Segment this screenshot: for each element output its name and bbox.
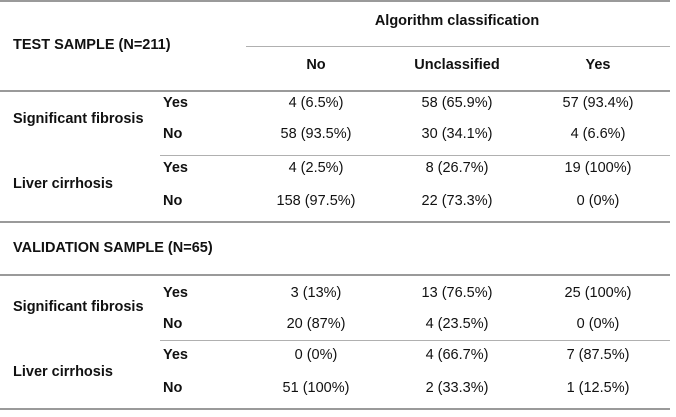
- algorithm-classification-header: Algorithm classification: [374, 13, 540, 29]
- test-fibrosis-yes-label: Yes: [163, 95, 188, 111]
- validation-fibrosis-yes-no: 3 (13%): [290, 285, 342, 301]
- validation-cirrhosis-no-yes: 1 (12.5%): [566, 380, 630, 396]
- validation-cirrhosis-yes-unclassified: 4 (66.7%): [425, 347, 489, 363]
- test-fibrosis-yes-no: 4 (6.5%): [288, 95, 344, 111]
- test-cirrhosis-no-label: No: [163, 193, 183, 209]
- test-cirrhosis-no-yes: 0 (0%): [576, 193, 620, 209]
- validation-fibrosis-no-no: 20 (87%): [286, 316, 346, 332]
- test-cirrhosis-yes-label: Yes: [163, 160, 188, 176]
- test-fibrosis-no-yes: 4 (6.6%): [570, 126, 626, 142]
- validation-fibrosis-yes-unclassified: 13 (76.5%): [421, 285, 493, 301]
- validation-cirrhosis-yes-yes: 7 (87.5%): [566, 347, 630, 363]
- validation-cirrhosis-no-label: No: [163, 380, 183, 396]
- test-fibrosis-rule: [160, 155, 670, 156]
- validation-cirrhosis-no-no: 51 (100%): [282, 380, 350, 396]
- test-cirrhosis-no-unclassified: 22 (73.3%): [421, 193, 493, 209]
- test-cirrhosis-yes-no: 4 (2.5%): [288, 160, 344, 176]
- validation-cirrhosis-label: Liver cirrhosis: [13, 364, 113, 380]
- validation-fibrosis-yes-yes: 25 (100%): [564, 285, 632, 301]
- test-fibrosis-label: Significant fibrosis: [13, 111, 144, 127]
- validation-fibrosis-no-unclassified: 4 (23.5%): [425, 316, 489, 332]
- header-bottom-rule: [0, 90, 670, 92]
- test-fibrosis-yes-yes: 57 (93.4%): [562, 95, 634, 111]
- table-top-rule: [0, 0, 670, 2]
- test-cirrhosis-yes-yes: 19 (100%): [564, 160, 632, 176]
- test-fibrosis-yes-unclassified: 58 (65.9%): [421, 95, 493, 111]
- table-bottom-rule: [0, 408, 670, 410]
- validation-fibrosis-label: Significant fibrosis: [13, 299, 144, 315]
- test-fibrosis-no-label: No: [163, 126, 183, 142]
- validation-cirrhosis-no-unclassified: 2 (33.3%): [425, 380, 489, 396]
- validation-sample-title: VALIDATION SAMPLE (N=65): [13, 240, 213, 256]
- test-fibrosis-no-no: 58 (93.5%): [280, 126, 352, 142]
- column-header-unclassified: Unclassified: [414, 57, 500, 73]
- validation-fibrosis-no-label: No: [163, 316, 183, 332]
- test-section-bottom-rule: [0, 221, 670, 223]
- test-cirrhosis-no-no: 158 (97.5%): [276, 193, 356, 209]
- validation-fibrosis-no-yes: 0 (0%): [576, 316, 620, 332]
- test-cirrhosis-yes-unclassified: 8 (26.7%): [425, 160, 489, 176]
- header-group-rule: [246, 46, 670, 47]
- validation-fibrosis-rule: [160, 340, 670, 341]
- validation-title-rule: [0, 274, 670, 276]
- test-cirrhosis-label: Liver cirrhosis: [13, 176, 113, 192]
- validation-cirrhosis-yes-no: 0 (0%): [294, 347, 338, 363]
- test-fibrosis-no-unclassified: 30 (34.1%): [421, 126, 493, 142]
- validation-cirrhosis-yes-label: Yes: [163, 347, 188, 363]
- test-sample-title: TEST SAMPLE (N=211): [13, 37, 171, 53]
- validation-fibrosis-yes-label: Yes: [163, 285, 188, 301]
- column-header-no: No: [306, 57, 326, 73]
- column-header-yes: Yes: [585, 57, 611, 73]
